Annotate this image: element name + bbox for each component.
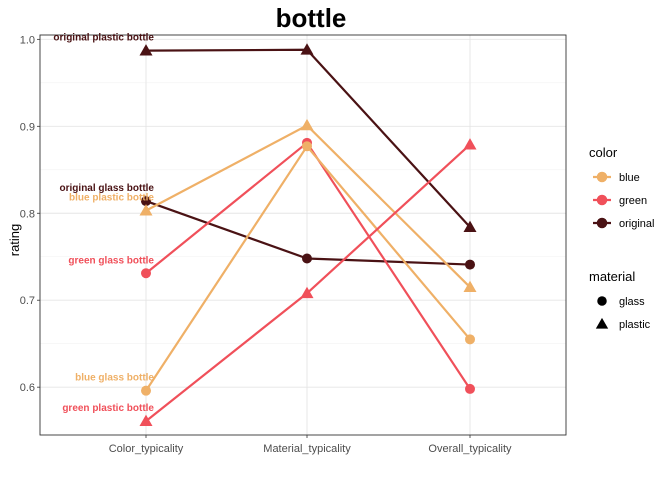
data-point [139,414,153,426]
plot-border [39,34,567,436]
legend-label: plastic [619,319,651,331]
data-point [141,196,151,207]
y-axis-title: rating [7,224,22,257]
series-label: blue plastic bottle [69,193,154,204]
series-label: green plastic bottle [62,403,154,414]
plot-area: 0.6 0.7 0.8 0.9 1.0 Color_typicality Material_… [20,33,567,455]
data-point [141,385,151,396]
data-point [139,44,153,56]
legend-label: green [619,195,647,207]
series-label: blue glass bottle [75,373,154,384]
legend-label: original [619,218,654,230]
series-label: green glass bottle [68,255,154,266]
data-point [139,204,153,216]
series-label: original plastic bottle [53,33,154,44]
data-point [465,334,475,345]
data-point [302,253,312,264]
data-point [463,280,477,293]
data-point [300,286,314,299]
y-tick-label: 0.9 [20,121,35,133]
y-tick-label: 0.8 [20,208,35,220]
plot-background [40,35,566,435]
y-tick-label: 1.0 [20,34,35,46]
data-point [465,383,475,394]
data-point [463,138,477,150]
y-tick-label: 0.7 [20,295,35,307]
chart-title: bottle [276,3,347,33]
x-tick-label: Overall_typicality [428,443,512,455]
legend-key-marker [597,296,607,306]
legend-key-marker [595,317,609,329]
legend-title: material [589,269,635,284]
x-tick-label: Color_typicality [109,443,184,455]
legend-key-marker [596,171,608,183]
legend-key-marker [596,217,608,229]
series-label: original glass bottle [60,183,155,194]
data-point [300,118,314,131]
data-point [300,43,314,55]
data-point [141,268,151,279]
x-tick-label: Material_typicality [263,443,351,455]
legend-key-marker [596,194,608,206]
legend-label: glass [619,296,645,308]
y-tick-label: 0.6 [20,382,35,394]
data-point [302,141,312,152]
legend-title: color [589,145,618,160]
data-point [465,259,475,270]
data-point [463,220,477,233]
legend-label: blue [619,172,640,184]
